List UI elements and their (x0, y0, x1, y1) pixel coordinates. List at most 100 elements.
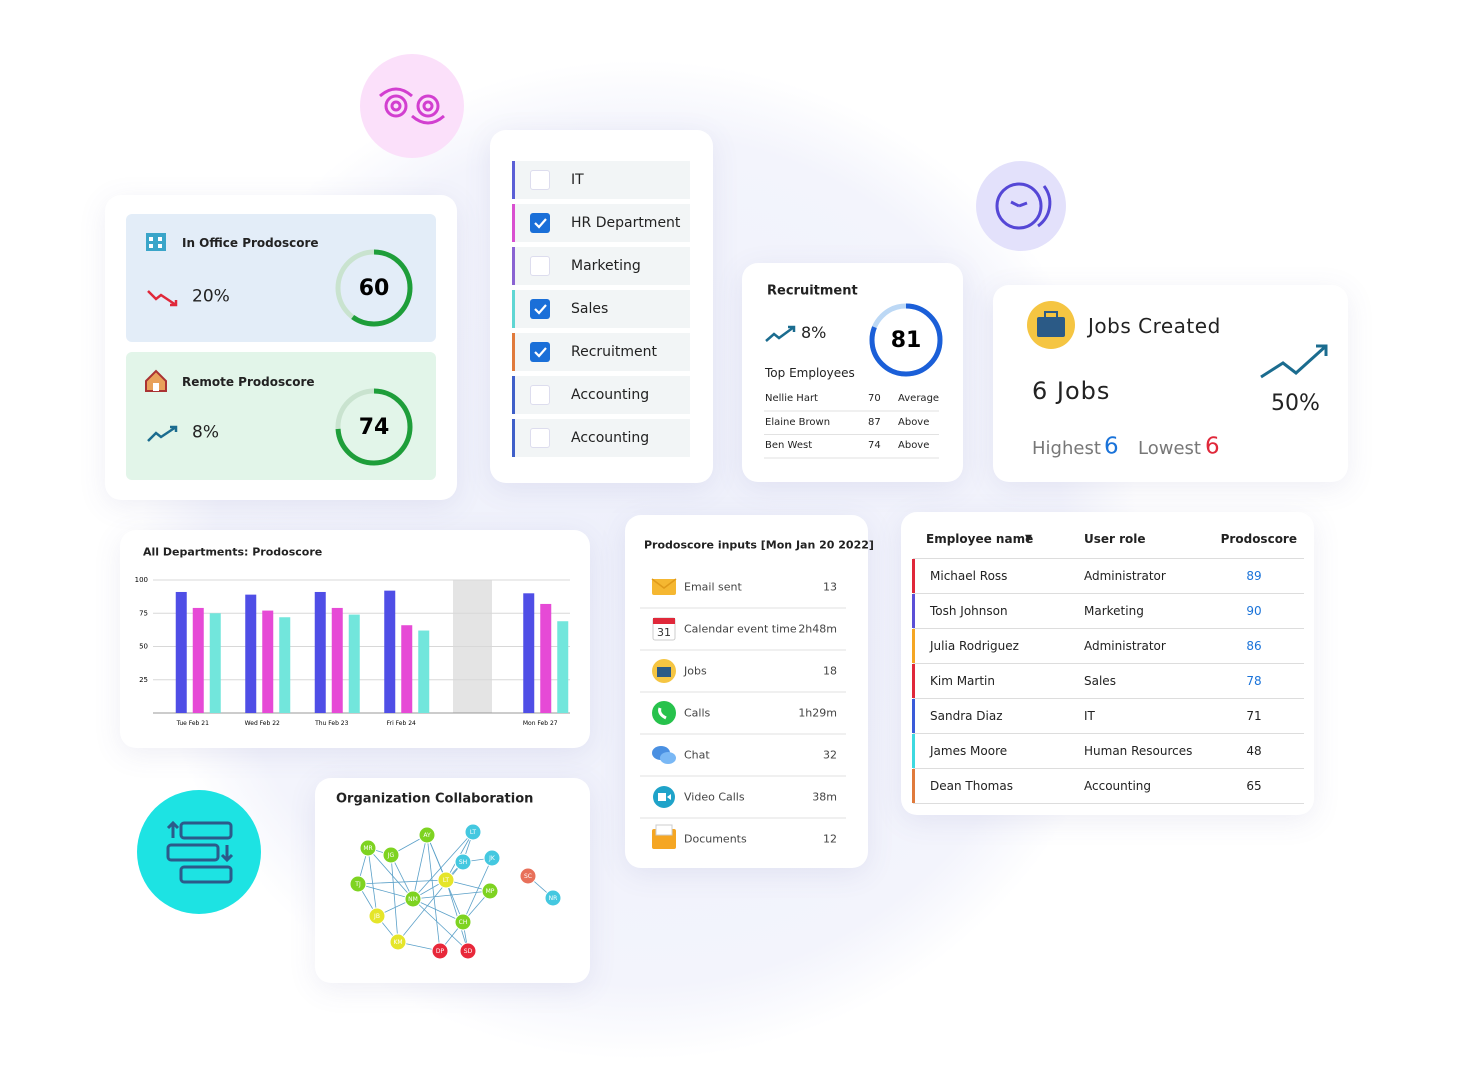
row-color-bar (912, 594, 915, 628)
score-ring (335, 388, 413, 466)
inputs-title: Prodoscore inputs [Mon Jan 20 2022] (644, 538, 874, 552)
employee-score: 90 (1246, 604, 1262, 618)
svg-text:31: 31 (657, 626, 671, 639)
score-value: 81 (891, 328, 922, 353)
row-rule (913, 593, 1304, 594)
header-score: Prodoscore (1220, 532, 1297, 546)
employee-score: 71 (1246, 709, 1262, 723)
checkbox[interactable] (530, 385, 550, 405)
lowest-label: Lowest (1138, 438, 1201, 459)
row-rule (913, 768, 1304, 769)
employee-level: Average (898, 393, 940, 404)
chart-card: All Departments: Prodoscore (120, 530, 590, 748)
building-icon (146, 233, 166, 251)
highest-value: 6 (1104, 433, 1119, 460)
checkbox[interactable] (530, 213, 550, 233)
jobs-count: 6 Jobs (1032, 377, 1111, 405)
input-icon (653, 786, 675, 808)
collaboration-card: Organization Collaboration (315, 778, 590, 983)
employee-name: James Moore (930, 744, 1008, 758)
chart-title: All Departments: Prodoscore (143, 545, 323, 559)
recruitment-change: 8% (801, 323, 827, 342)
checkbox[interactable] (530, 428, 550, 448)
input-label: Calendar event time (684, 622, 797, 636)
employee-score: 89 (1246, 569, 1262, 583)
employee-score: 78 (1246, 674, 1262, 688)
transfer-icon (166, 820, 234, 884)
left-graphics: 60 74 (145, 233, 413, 466)
header-name[interactable]: Employee name (926, 532, 1034, 546)
input-value: 38m (812, 790, 837, 804)
sort-arrow[interactable]: ▼ (1025, 533, 1032, 544)
office-title: In Office Prodoscore (182, 236, 319, 250)
department-name: Accounting (571, 387, 650, 403)
department-name: Marketing (571, 258, 641, 274)
remote-panel (126, 352, 436, 480)
employee-score: 65 (1246, 779, 1262, 793)
row-rule (913, 698, 1304, 699)
prodoscore-card: In Office Prodoscore 20% Remote Prodosco… (105, 195, 457, 500)
down-trend-icon (147, 290, 178, 307)
employee-role: Marketing (1084, 604, 1144, 618)
highest-label: Highest (1032, 438, 1101, 459)
row-rule (913, 663, 1304, 664)
employee-score: 48 (1246, 744, 1262, 758)
row-color-bar (912, 629, 915, 663)
employee-table: Employee name ▼ User role Prodoscore Mic… (901, 512, 1314, 815)
employee-role: Administrator (1084, 639, 1166, 653)
employee-name: Tosh Johnson (930, 604, 1008, 618)
checkbox[interactable] (530, 342, 550, 362)
department-name: IT (571, 172, 584, 188)
input-value: 1h29m (798, 706, 837, 720)
employee-name: Dean Thomas (930, 779, 1013, 793)
input-value: 18 (823, 664, 837, 678)
employee-score: 86 (1246, 639, 1262, 653)
employee-level: Above (898, 416, 930, 428)
input-label: Documents (684, 832, 747, 846)
employee-name: Julia Rodriguez (930, 639, 1019, 653)
jobs-title: Jobs Created (1088, 314, 1221, 338)
collaboration-title: Organization Collaboration (336, 791, 534, 807)
input-value: 13 (823, 580, 837, 594)
score-ring (869, 303, 943, 377)
recruitment-graphics: 81 (764, 303, 943, 459)
employee-name: Sandra Diaz (930, 709, 1003, 723)
row-color-bar (912, 699, 915, 733)
checkbox[interactable] (530, 256, 550, 276)
checkbox[interactable] (530, 170, 550, 190)
top-employees-label: Top Employees (765, 366, 855, 380)
employee-role: Human Resources (1084, 744, 1193, 758)
icon-circle (137, 790, 261, 914)
score-value: 60 (359, 276, 390, 301)
lowest-value: 6 (1205, 433, 1220, 460)
input-icon (651, 578, 677, 595)
row-color-bar (912, 664, 915, 698)
employee-name: Elaine Brown (765, 416, 831, 428)
employee-name: Michael Ross (930, 569, 1008, 583)
input-label: Jobs (684, 664, 707, 678)
recruitment-title: Recruitment (767, 283, 858, 299)
checkbox[interactable] (530, 299, 550, 319)
check-mark (534, 304, 547, 315)
employee-name: Ben West (765, 440, 813, 451)
recruitment-card: Recruitment 8% Top Employees 81 Nellie H… (742, 263, 963, 482)
department-name: Recruitment (571, 344, 658, 360)
up-trend-icon (1260, 344, 1328, 379)
jobs-graphics (1027, 301, 1328, 379)
department-list: IT HR Department Marketing Sales Recruitment… (490, 130, 713, 483)
input-label: Email sent (684, 580, 742, 594)
jobs-change: 50% (1271, 391, 1320, 416)
employee-score: 74 (868, 440, 881, 451)
input-icon (652, 746, 676, 764)
row-rule (913, 803, 1304, 804)
remote-change: 8% (192, 422, 219, 443)
employee-role: Accounting (1084, 779, 1152, 793)
check-mark (534, 218, 547, 229)
clock-icon (995, 182, 1052, 230)
check-mark (534, 347, 547, 358)
jobs-card: Jobs Created 6 Jobs 50% Highest 6 Lowest… (993, 285, 1348, 482)
input-label: Chat (684, 748, 710, 762)
icon-circle (360, 54, 464, 158)
input-value: 12 (823, 832, 837, 846)
